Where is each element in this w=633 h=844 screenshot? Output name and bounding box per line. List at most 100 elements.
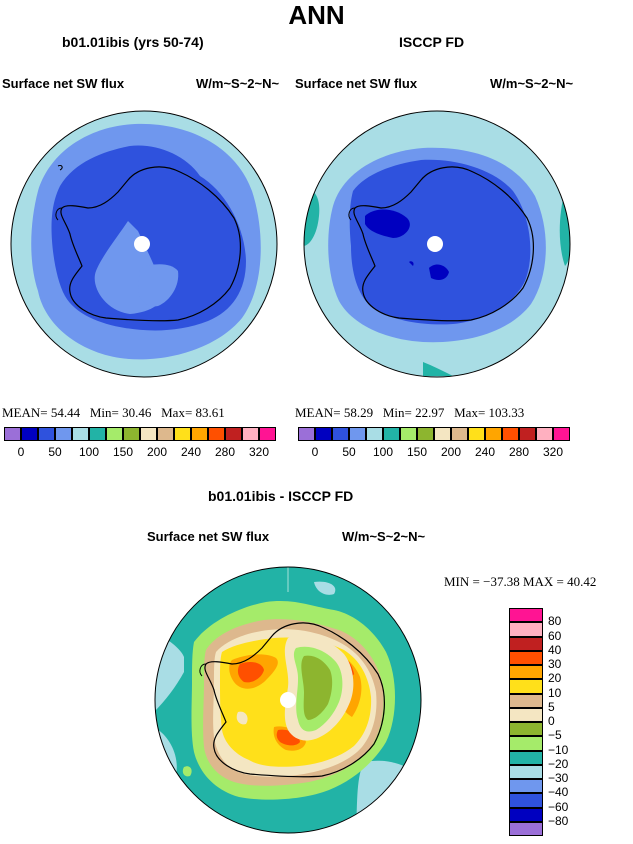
colorbar-swatch	[38, 427, 55, 441]
difference-stats: MIN = −37.38 MAX = 40.42	[444, 574, 597, 589]
right-panel-stats: MEAN= 58.29 Min= 22.97 Max= 103.33	[295, 405, 524, 421]
colorbar-swatch	[509, 608, 543, 623]
colorbar-swatch	[106, 427, 123, 441]
colorbar-swatch	[502, 427, 519, 441]
colorbar-tick-label: 0	[548, 714, 555, 728]
colorbar-tick-label: 0	[311, 445, 319, 459]
right-colorbar	[298, 427, 570, 441]
colorbar-swatch	[509, 750, 543, 765]
colorbar-tick-label: −10	[548, 742, 569, 757]
colorbar-tick-label: 100	[372, 445, 394, 459]
right-panel-title: ISCCP FD	[399, 34, 465, 50]
left-colorbar	[4, 427, 276, 441]
colorbar-swatch	[485, 427, 502, 441]
colorbar-swatch	[55, 427, 72, 441]
colorbar-swatch	[400, 427, 417, 441]
colorbar-swatch	[4, 427, 21, 441]
difference-variable: Surface net SW flux	[147, 529, 270, 544]
colorbar-swatch	[383, 427, 400, 441]
colorbar-tick-label: 0	[17, 445, 25, 459]
max-label: Max=	[161, 405, 193, 420]
left-panel-units: W/m~S~2~N~	[196, 76, 280, 91]
min-value: 30.46	[122, 405, 152, 420]
colorbar-swatch	[366, 427, 383, 441]
colorbar-swatch	[509, 665, 543, 680]
colorbar-tick-label: 5	[548, 699, 555, 714]
colorbar-swatch	[509, 764, 543, 779]
colorbar-swatch	[468, 427, 485, 441]
colorbar-tick-label: 280	[508, 445, 530, 459]
colorbar-tick-label: 280	[214, 445, 236, 459]
colorbar-tick-label: −30	[548, 771, 569, 785]
colorbar-swatch	[259, 427, 276, 441]
colorbar-swatch	[509, 650, 543, 665]
max-label: Max=	[454, 405, 486, 420]
colorbar-swatch	[89, 427, 106, 441]
min-label: Min=	[89, 405, 119, 420]
colorbar-tick-label: 40	[548, 642, 562, 657]
colorbar-tick-label: 100	[78, 445, 100, 459]
colorbar-swatch	[509, 807, 543, 822]
colorbar-swatch	[509, 779, 543, 794]
colorbar-swatch	[536, 427, 553, 441]
right-panel-units: W/m~S~2~N~	[490, 76, 574, 91]
colorbar-swatch	[21, 427, 38, 441]
colorbar-swatch	[553, 427, 570, 441]
left-panel-stats: MEAN= 54.44 Min= 30.46 Max= 83.61	[2, 405, 225, 421]
right-panel-variable: Surface net SW flux	[295, 76, 418, 91]
colorbar-tick-label: 20	[548, 671, 562, 686]
colorbar-tick-label: −60	[548, 799, 569, 814]
colorbar-tick-label: 60	[548, 628, 562, 643]
colorbar-tick-label: −40	[548, 785, 569, 800]
left-panel-variable: Surface net SW flux	[2, 76, 125, 91]
colorbar-swatch	[140, 427, 157, 441]
colorbar-tick-label: 200	[440, 445, 462, 459]
colorbar-swatch	[417, 427, 434, 441]
left-panel-title: b01.01ibis (yrs 50-74)	[62, 34, 204, 50]
difference-colorbar-labels: 80 60 40 30 20 10 5 0 −5 −10 −20 −30 −40 −60 −80	[548, 608, 608, 836]
colorbar-swatch	[509, 693, 543, 708]
mean-value: 58.29	[343, 405, 374, 420]
colorbar-swatch	[157, 427, 174, 441]
colorbar-swatch	[519, 427, 536, 441]
colorbar-swatch	[451, 427, 468, 441]
colorbar-swatch	[509, 793, 543, 808]
colorbar-tick-label: 80	[548, 614, 562, 629]
colorbar-tick-label: 200	[146, 445, 168, 459]
left-colorbar-labels: 0 50 100 150 200 240 280 320	[4, 445, 276, 461]
colorbar-tick-label: −20	[548, 756, 569, 771]
colorbar-tick-label: 320	[248, 445, 270, 459]
max-value: 103.33	[488, 405, 525, 420]
colorbar-swatch	[509, 707, 543, 722]
colorbar-swatch	[174, 427, 191, 441]
colorbar-swatch	[349, 427, 366, 441]
mean-value: 54.44	[50, 405, 81, 420]
colorbar-tick-label: 240	[474, 445, 496, 459]
difference-units: W/m~S~2~N~	[342, 529, 426, 544]
colorbar-tick-label: 320	[542, 445, 564, 459]
mean-label: MEAN=	[2, 405, 48, 420]
colorbar-tick-label: −5	[548, 728, 562, 743]
colorbar-tick-label: 240	[180, 445, 202, 459]
colorbar-swatch	[298, 427, 315, 441]
colorbar-tick-label: −80	[548, 813, 569, 828]
colorbar-swatch	[434, 427, 451, 441]
right-polar-map	[303, 110, 571, 378]
min-label: Min=	[382, 405, 412, 420]
colorbar-tick-label: 10	[548, 685, 562, 700]
colorbar-swatch	[123, 427, 140, 441]
colorbar-tick-label: 50	[342, 445, 356, 459]
right-colorbar-labels: 0 50 100 150 200 240 280 320	[298, 445, 570, 461]
colorbar-swatch	[72, 427, 89, 441]
colorbar-swatch	[332, 427, 349, 441]
difference-polar-map	[154, 566, 422, 834]
colorbar-swatch	[225, 427, 242, 441]
colorbar-swatch	[315, 427, 332, 441]
colorbar-tick-label: 150	[406, 445, 428, 459]
colorbar-swatch	[191, 427, 208, 441]
colorbar-swatch	[242, 427, 259, 441]
left-polar-map	[10, 110, 278, 378]
colorbar-tick-label: 30	[548, 657, 562, 671]
colorbar-tick-label: 50	[48, 445, 62, 459]
colorbar-tick-label: 150	[112, 445, 134, 459]
